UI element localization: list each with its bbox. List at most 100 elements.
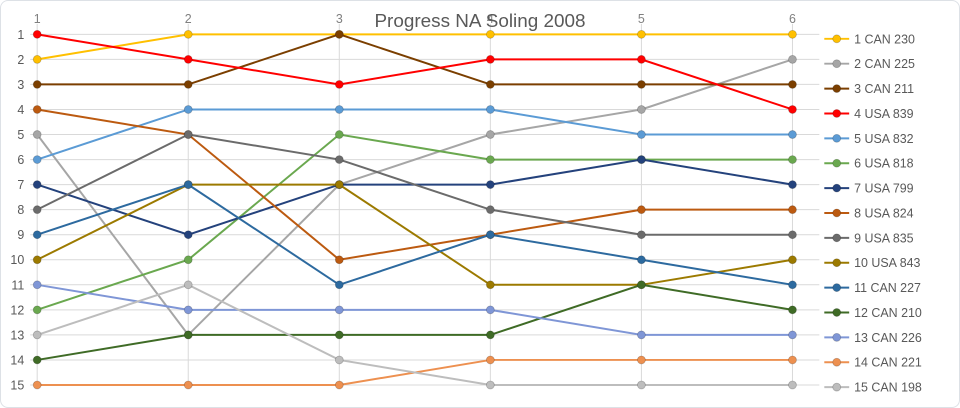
legend-item: 14 CAN 221 (824, 356, 922, 370)
data-point-marker (485, 80, 495, 89)
x-axis-tick-labels: 1 2 3 4 5 6 (34, 12, 796, 26)
data-point-marker (32, 80, 42, 89)
legend-marker (832, 158, 842, 168)
y-tick-label: 6 (17, 153, 24, 167)
legend-label: 5 USA 832 (854, 132, 913, 146)
data-point-marker (485, 330, 495, 340)
series-line-6 (36, 133, 793, 311)
legend-marker (832, 208, 842, 218)
legend-item: 12 CAN 210 (824, 306, 922, 320)
data-point-marker (334, 280, 344, 290)
legend-marker (832, 382, 842, 392)
legend-label: 14 CAN 221 (854, 356, 922, 370)
legend-marker (832, 183, 842, 193)
y-tick-label: 11 (11, 278, 24, 292)
data-point-marker (334, 130, 344, 139)
legend-item: 8 USA 824 (824, 206, 914, 220)
legend-label: 1 CAN 230 (854, 32, 915, 46)
data-point-marker (637, 105, 646, 114)
series-line-5 (36, 108, 793, 161)
legend-marker (832, 59, 842, 69)
data-point-marker (183, 29, 193, 39)
data-point-marker (485, 130, 495, 139)
data-point-marker (485, 230, 495, 240)
legend-item: 11 CAN 227 (824, 281, 921, 295)
series-line-11 (36, 183, 793, 286)
legend-marker (832, 133, 842, 143)
series-line-13 (37, 283, 793, 336)
data-point-marker (334, 330, 344, 340)
data-point-marker (637, 230, 646, 240)
y-tick-label: 14 (10, 353, 24, 367)
chart-title: Progress NA Soling 2008 (374, 11, 585, 32)
data-point-marker (32, 330, 42, 340)
data-point-marker (32, 380, 42, 390)
data-point-marker (485, 55, 495, 64)
legend-marker (832, 283, 842, 292)
data-point-marker (637, 29, 646, 39)
data-point-marker (334, 355, 344, 365)
x-tick-label: 3 (336, 12, 343, 26)
y-tick-label: 1 (17, 28, 24, 42)
series-line-3 (37, 33, 793, 86)
data-point-marker (485, 29, 495, 39)
data-point-marker (183, 230, 193, 240)
data-point-marker (334, 155, 344, 164)
legend-item: 9 USA 835 (824, 231, 914, 245)
series-line-8 (37, 108, 793, 261)
series-line-15 (36, 283, 793, 386)
legend-label: 7 USA 799 (854, 182, 913, 196)
data-point-marker (32, 130, 42, 139)
data-point-marker (183, 330, 193, 340)
legend-marker (832, 332, 842, 342)
x-tick-label: 4 (487, 12, 494, 26)
legend-label: 8 USA 824 (854, 206, 913, 220)
legend-label: 10 USA 843 (854, 256, 920, 270)
data-point-marker (485, 280, 495, 290)
x-tick-label: 6 (789, 12, 796, 26)
legend-item: 10 USA 843 (824, 256, 921, 270)
data-point-marker (32, 155, 42, 164)
data-point-marker (637, 355, 646, 365)
data-point-marker (334, 380, 344, 390)
data-point-marker (32, 105, 42, 114)
data-point-marker (788, 330, 797, 340)
legend-item: 5 USA 832 (824, 132, 914, 146)
legend-item: 4 USA 839 (824, 107, 914, 121)
y-tick-label: 8 (17, 203, 24, 217)
y-tick-label: 3 (17, 78, 24, 92)
legend-label: 9 USA 835 (854, 231, 913, 245)
legend-marker (832, 357, 842, 367)
legend-label: 15 CAN 198 (854, 381, 922, 395)
series-line-2 (36, 58, 793, 337)
legend-item: 2 CAN 225 (824, 57, 915, 71)
data-point-marker (32, 55, 42, 64)
x-tick-label: 2 (185, 12, 192, 26)
data-point-marker (334, 105, 344, 114)
data-point-marker (183, 380, 193, 390)
data-point-marker (637, 205, 646, 215)
data-point-marker (183, 305, 193, 315)
data-point-marker (485, 305, 495, 315)
data-point-marker (485, 205, 495, 215)
legend-label: 12 CAN 210 (854, 306, 922, 320)
legend-item: 15 CAN 198 (824, 381, 922, 395)
legend-label: 6 USA 818 (854, 157, 913, 171)
legend-label: 2 CAN 225 (854, 57, 915, 71)
data-point-marker (788, 205, 797, 215)
data-point-marker (183, 55, 193, 64)
legend: 1 CAN 230 2 CAN 225 3 CAN 211 4 USA 839 5 US… (824, 32, 922, 395)
legend-marker (832, 258, 842, 268)
y-tick-label: 10 (10, 253, 24, 267)
data-point-marker (637, 155, 646, 164)
data-point-marker (788, 80, 797, 89)
legend-item: 7 USA 799 (824, 182, 914, 196)
y-tick-label: 9 (17, 228, 24, 242)
y-tick-label: 5 (17, 128, 24, 142)
data-point-marker (788, 55, 797, 64)
data-point-marker (788, 305, 797, 315)
data-point-marker (788, 29, 797, 39)
